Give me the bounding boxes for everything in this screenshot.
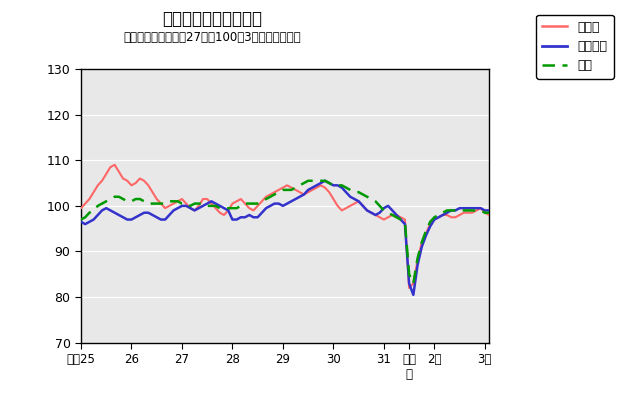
Legend: 鳥取県, 中国地方, 全国: 鳥取県, 中国地方, 全国: [536, 15, 614, 79]
Text: （季節調整済、平成27年＝100、3ヶ月移動平均）: （季節調整済、平成27年＝100、3ヶ月移動平均）: [123, 31, 301, 44]
Text: 鉱工業生産指数の推移: 鉱工業生産指数の推移: [162, 10, 262, 28]
